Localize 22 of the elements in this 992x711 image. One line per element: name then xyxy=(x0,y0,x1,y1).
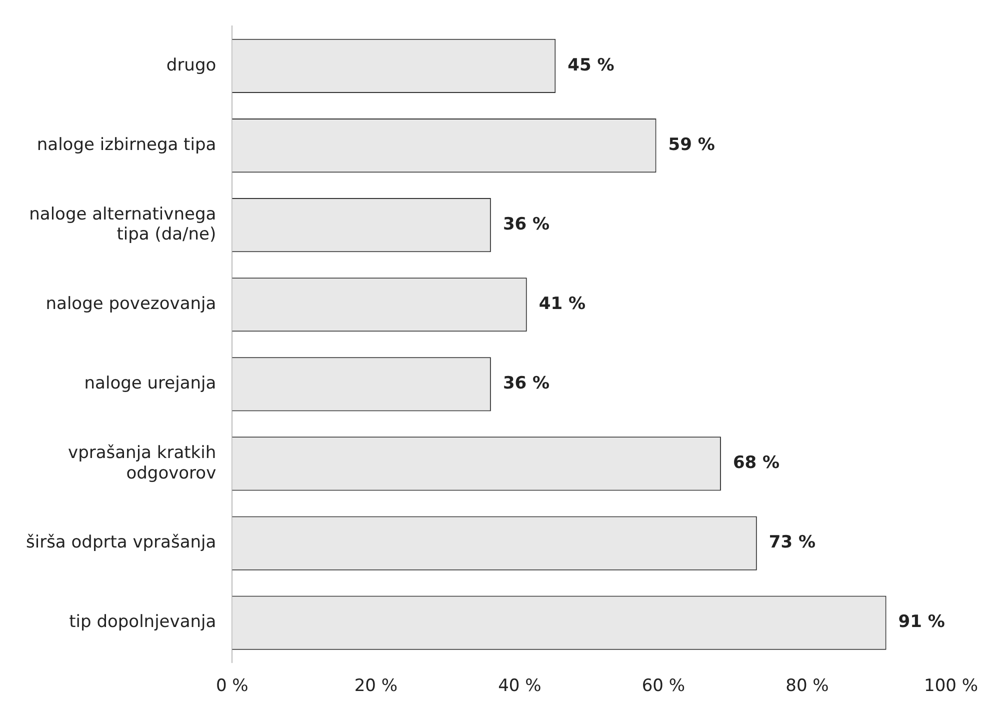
data-label: 41 % xyxy=(538,294,586,314)
x-tick-label: 80 % xyxy=(786,676,829,696)
x-tick-label: 60 % xyxy=(642,676,686,696)
data-label: 36 % xyxy=(502,374,550,394)
data-label: 45 % xyxy=(568,55,614,76)
data-label: 59 % xyxy=(668,134,715,155)
x-tick-label: 100 % xyxy=(924,676,978,696)
y-tick-label: naloge alternativnega tipa (da/ne) xyxy=(29,204,216,245)
y-tick-label: tip dopolnjevanja xyxy=(69,612,216,632)
data-label: 73 % xyxy=(768,532,816,553)
data-label: 36 % xyxy=(502,214,550,234)
y-tick-label: drugo xyxy=(166,55,216,76)
x-tick-label: 40 % xyxy=(498,676,542,696)
data-label: 68 % xyxy=(732,453,780,474)
y-tick-label: naloge urejanja xyxy=(84,374,216,394)
y-tick-label: naloge izbirnega tipa xyxy=(36,134,216,155)
x-tick-label: 0 % xyxy=(216,676,248,696)
y-tick-label: naloge povezovanja xyxy=(46,294,216,314)
x-tick-label: 20 % xyxy=(354,676,398,696)
y-tick-label: vprašanja kratkih odgovorov xyxy=(68,442,216,484)
data-label: 91 % xyxy=(898,612,945,632)
y-tick-label: širša odprta vprašanja xyxy=(26,532,216,553)
